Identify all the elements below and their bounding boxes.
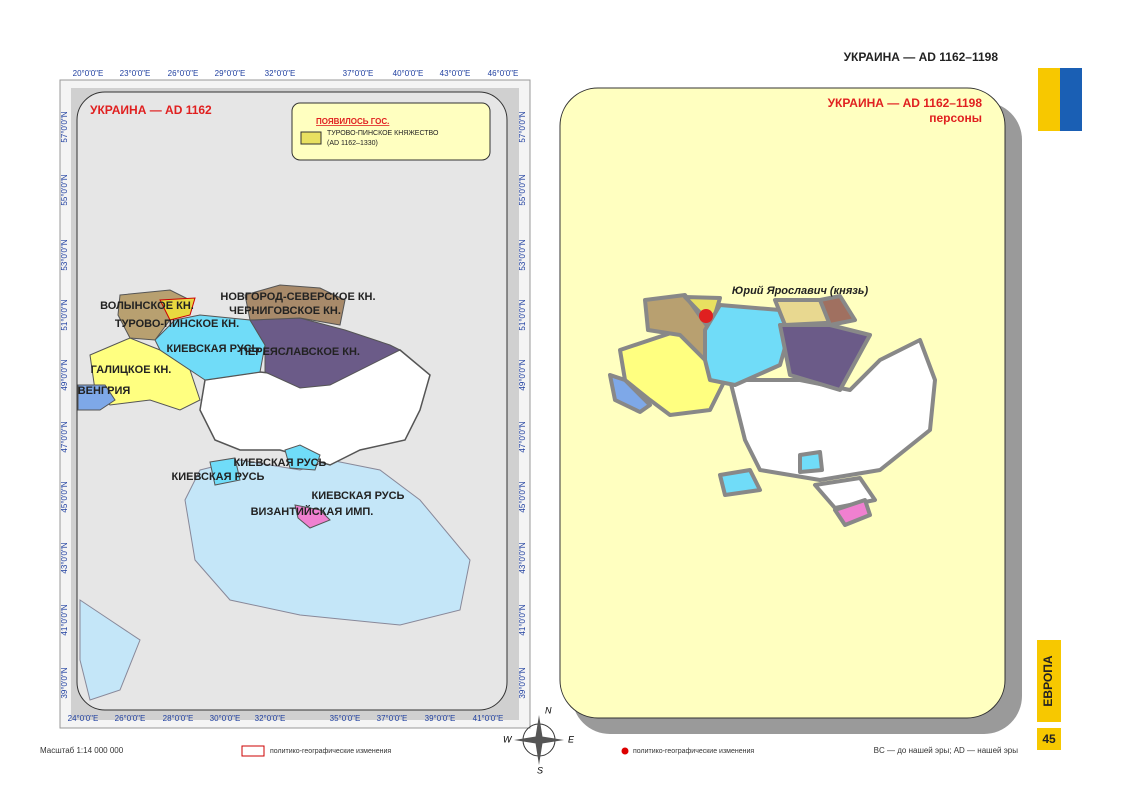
lon-label-top: 32°0'0"E — [265, 69, 296, 78]
lat-label-left: 47°0'0"N — [60, 421, 69, 452]
lon-label-top: 29°0'0"E — [215, 69, 246, 78]
page-number: 45 — [1042, 732, 1056, 746]
legend-box — [291, 102, 491, 161]
scale: Масштаб 1:14 000 000 — [40, 746, 124, 755]
lat-label-right: 57°0'0"N — [518, 111, 527, 142]
section-tab — [1037, 640, 1061, 722]
map-title: УКРАИНА — AD 1162 — [90, 103, 212, 117]
lon-label-bottom: 39°0'0"E — [425, 714, 456, 723]
lon-label-bottom: 37°0'0"E — [377, 714, 408, 723]
region-label: ГАЛИЦКОЕ КН. — [91, 364, 172, 376]
flag-blue — [1060, 68, 1082, 131]
lon-label-bottom: 41°0'0"E — [473, 714, 504, 723]
region-pereyaslav — [249, 317, 402, 389]
region-label: КИЕВСКАЯ РУСЬ — [167, 343, 260, 355]
lat-label-left: 51°0'0"N — [60, 299, 69, 330]
region-kiev-2 — [284, 444, 321, 471]
changes-swatch — [241, 745, 265, 757]
lat-label-right: 45°0'0"N — [518, 481, 527, 512]
persons-subtitle: персоны — [929, 111, 982, 125]
compass-e: E — [568, 734, 575, 744]
region-label: ВИЗАНТИЙСКАЯ ИМП. — [251, 505, 374, 518]
lat-label-left: 55°0'0"N — [60, 174, 69, 205]
lon-label-top: 20°0'0"E — [73, 69, 104, 78]
region-label: КИЕВСКАЯ РУСЬ — [234, 457, 327, 469]
region-byzantium — [294, 504, 331, 529]
lat-label-left: 45°0'0"N — [60, 481, 69, 512]
lat-label-right: 49°0'0"N — [518, 359, 527, 390]
lat-label-right: 55°0'0"N — [518, 174, 527, 205]
changes-legend: политико-географические изменения — [270, 748, 391, 755]
region-label: ПЕРЕЯСЛАВСКОЕ КН. — [240, 346, 360, 358]
lon-label-top: 40°0'0"E — [393, 69, 424, 78]
flag-yellow — [1038, 68, 1060, 131]
compass-s: S — [537, 765, 543, 775]
compass-rose — [514, 715, 564, 765]
region-label: ТУРОВО-ПИНСКОЕ КН. — [115, 318, 239, 330]
legend-heading: ПОЯВИЛОСЬ ГОС. — [316, 117, 389, 126]
lat-label-right: 39°0'0"N — [518, 667, 527, 698]
r-kiev-3 — [798, 450, 824, 474]
persons-title: УКРАИНА — AD 1162–1198 — [828, 96, 983, 110]
lon-label-bottom: 26°0'0"E — [115, 714, 146, 723]
lat-label-left: 41°0'0"N — [60, 604, 69, 635]
lat-label-left: 49°0'0"N — [60, 359, 69, 390]
lon-label-top: 43°0'0"E — [440, 69, 471, 78]
lon-label-bottom: 35°0'0"E — [330, 714, 361, 723]
era-note: BC — до нашей эры; AD — нашей эры — [874, 746, 1019, 755]
r-kiev-2 — [718, 468, 762, 497]
region-chernigov — [244, 284, 346, 326]
lat-label-right: 51°0'0"N — [518, 299, 527, 330]
lon-label-bottom: 24°0'0"E — [68, 714, 99, 723]
lon-label-bottom: 28°0'0"E — [163, 714, 194, 723]
lat-label-right: 41°0'0"N — [518, 604, 527, 635]
lat-label-left: 53°0'0"N — [60, 239, 69, 270]
change-hatch — [159, 297, 196, 321]
r-novgorod — [818, 294, 857, 327]
lat-label-left: 43°0'0"N — [60, 542, 69, 573]
region-label: ВЕНГРИЯ — [78, 385, 131, 397]
lon-label-top: 46°0'0"E — [488, 69, 519, 78]
persons-swatch — [621, 747, 629, 755]
compass-n: N — [545, 705, 552, 715]
region-label: КИЕВСКАЯ РУСЬ — [172, 471, 265, 483]
lon-label-top: 26°0'0"E — [168, 69, 199, 78]
compass-w: W — [503, 734, 513, 744]
region-label: ЧЕРНИГОВСКОЕ КН. — [229, 305, 341, 317]
region-label: НОВГОРОД-СЕВЕРСКОЕ КН. — [220, 291, 375, 303]
lat-label-right: 53°0'0"N — [518, 239, 527, 270]
aegean-sea — [79, 599, 141, 701]
r-byzantium — [833, 498, 872, 527]
region-kiev — [154, 314, 266, 381]
person-icon — [699, 309, 713, 323]
person-label: Юрий Ярославич (князь) — [732, 285, 869, 297]
page-title: УКРАИНА — AD 1162–1198 — [844, 50, 999, 64]
lon-label-bottom: 32°0'0"E — [255, 714, 286, 723]
region-hungary — [77, 384, 116, 411]
lat-label-right: 43°0'0"N — [518, 542, 527, 573]
lon-label-top: 23°0'0"E — [120, 69, 151, 78]
lat-label-left: 57°0'0"N — [60, 111, 69, 142]
page-number-box — [1037, 728, 1061, 750]
lat-label-left: 39°0'0"N — [60, 667, 69, 698]
lon-label-top: 37°0'0"E — [343, 69, 374, 78]
lon-label-bottom: 30°0'0"E — [210, 714, 241, 723]
region-label: ВОЛЫНСКОЕ КН. — [100, 300, 194, 312]
r-hungary — [608, 373, 652, 414]
legend-state: ТУРОВО-ПИНСКОЕ КНЯЖЕСТВО — [327, 130, 439, 137]
legend-period: (AD 1162–1330) — [327, 140, 378, 147]
section-label: ЕВРОПА — [1041, 655, 1055, 706]
region-kiev-3 — [209, 457, 241, 486]
region-label: КИЕВСКАЯ РУСЬ — [312, 490, 405, 502]
lat-label-right: 47°0'0"N — [518, 421, 527, 452]
persons-legend: политико-географические изменения — [633, 748, 754, 755]
legend-swatch — [300, 131, 322, 145]
r-kiev — [703, 303, 792, 387]
